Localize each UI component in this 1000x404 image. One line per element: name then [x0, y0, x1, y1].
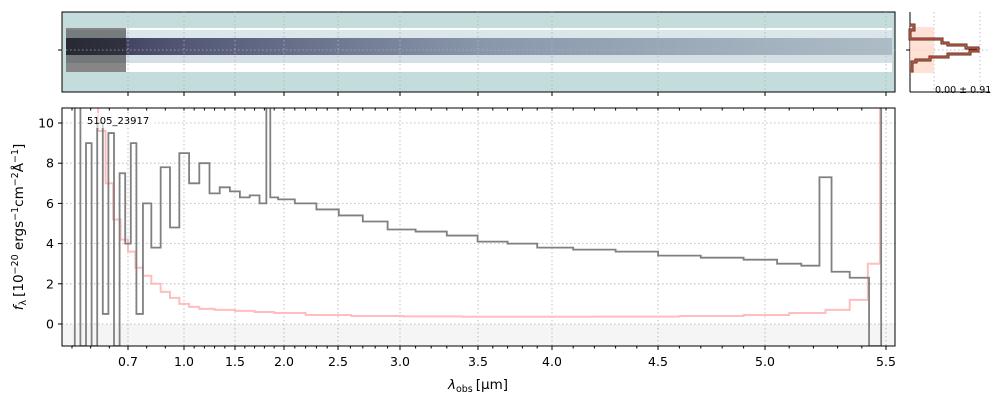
y-tick-label: 0 — [46, 317, 54, 332]
x-tick-label: 0.7 — [118, 354, 138, 369]
y-tick-label: 8 — [46, 156, 54, 171]
x-tick-label: 4.5 — [648, 354, 668, 369]
x-tick-label: 1.0 — [174, 354, 194, 369]
y-tick-label: 6 — [46, 196, 54, 211]
2d-spectrum-panel — [58, 11, 896, 93]
uncertainty-line — [97, 108, 881, 318]
x-tick-label: 5.5 — [876, 354, 896, 369]
flux-line — [72, 108, 883, 346]
x-tick-label: 3.0 — [390, 354, 410, 369]
x-tick-label: 2.5 — [328, 354, 348, 369]
object-label: 5105_23917 — [87, 116, 149, 127]
profile-panel: 0.00 ± 0.91 — [906, 12, 991, 96]
profile-label: 0.00 ± 0.91 — [935, 85, 991, 96]
x-tick-label: 5.0 — [755, 354, 775, 369]
x-tick-label: 1.5 — [225, 354, 245, 369]
x-tick-label: 4.0 — [542, 354, 562, 369]
y-tick-label: 10 — [38, 116, 54, 131]
x-tick-label: 2.0 — [274, 354, 294, 369]
y-tick-label: 2 — [46, 276, 54, 291]
x-tick-label: 3.5 — [468, 354, 488, 369]
x-axis-label: λobs [μm] — [447, 377, 508, 395]
y-tick-label: 4 — [46, 236, 54, 251]
y-axis-label: fλ[10−20 ergs−1cm−2Å−1] — [10, 144, 29, 311]
main-plot: 5105_23917 0.7 1.0 1.5 2.0 2.5 3.0 3.5 4.0 4.5 5.… — [10, 12, 896, 395]
